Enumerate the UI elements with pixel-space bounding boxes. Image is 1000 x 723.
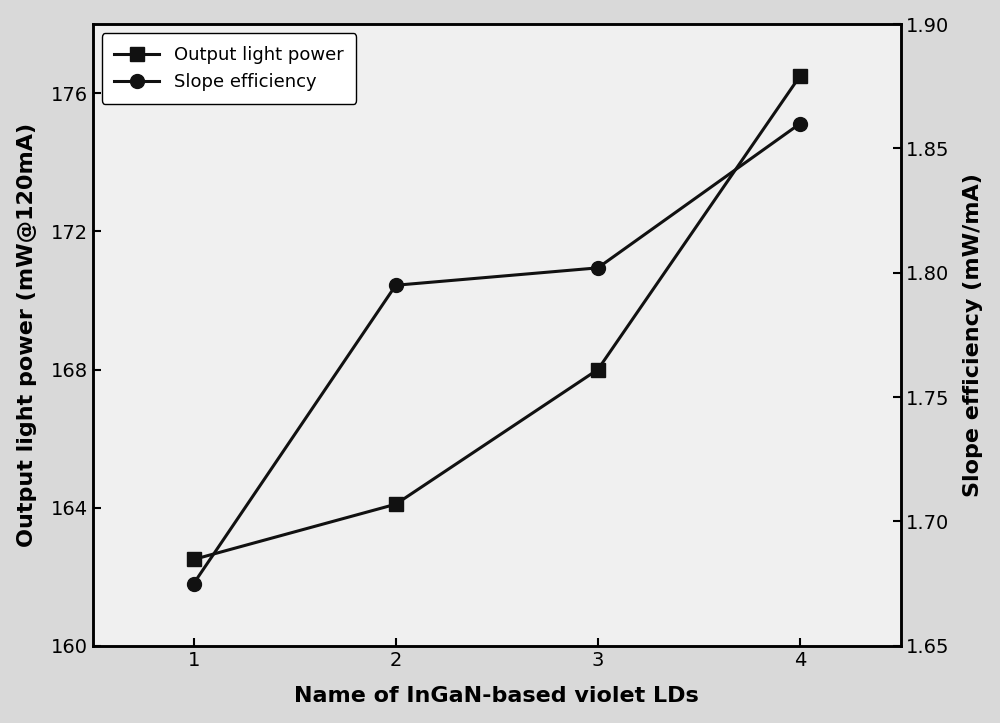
Output light power xyxy=(390,500,402,508)
Slope efficiency xyxy=(794,119,806,128)
Slope efficiency xyxy=(188,579,200,588)
Output light power xyxy=(794,72,806,80)
Slope efficiency xyxy=(592,263,604,272)
Line: Output light power: Output light power xyxy=(187,69,807,566)
Output light power xyxy=(188,555,200,564)
Y-axis label: Output light power (mW@120mA): Output light power (mW@120mA) xyxy=(17,123,37,547)
X-axis label: Name of InGaN-based violet LDs: Name of InGaN-based violet LDs xyxy=(294,686,699,706)
Y-axis label: Slope efficiency (mW/mA): Slope efficiency (mW/mA) xyxy=(963,173,983,497)
Output light power xyxy=(592,365,604,374)
Line: Slope efficiency: Slope efficiency xyxy=(187,116,807,591)
Legend: Output light power, Slope efficiency: Output light power, Slope efficiency xyxy=(102,33,356,103)
Slope efficiency xyxy=(390,281,402,290)
